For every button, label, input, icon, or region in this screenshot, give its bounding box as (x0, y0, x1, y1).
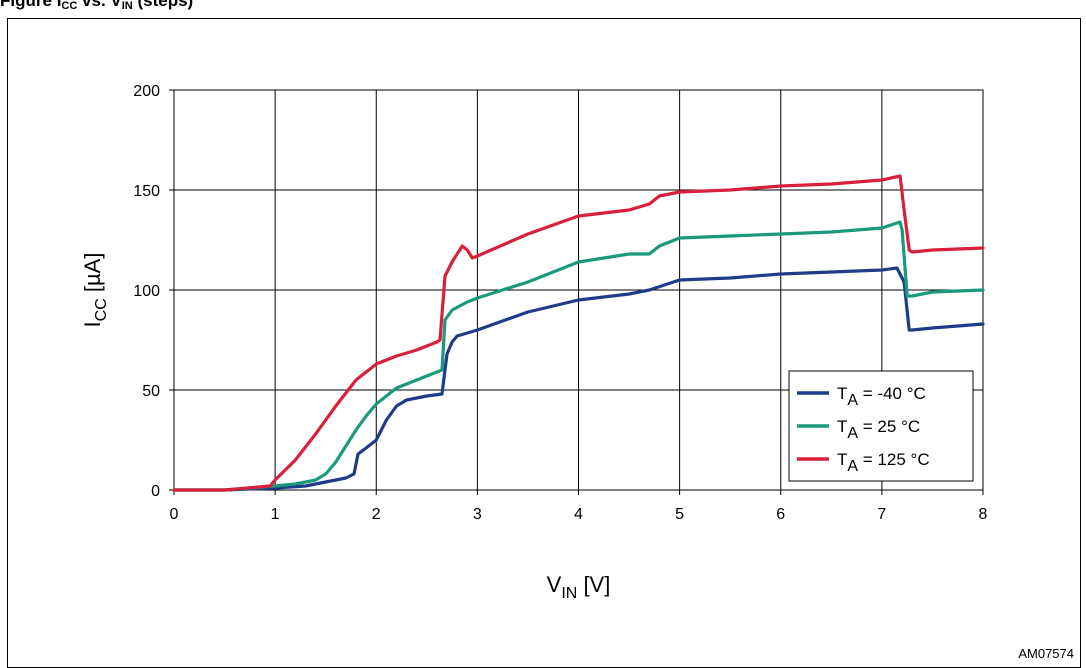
y-tick-label: 200 (133, 83, 160, 100)
figure-frame: 0 1 2 3 4 5 6 7 8 0 50 100 150 200 ICC [µA] VIN [V] T… (7, 18, 1081, 668)
x-axis-title: VIN [V] (547, 572, 611, 602)
series-lines (172, 174, 985, 492)
series-line-0 (172, 266, 985, 492)
x-tick-label: 6 (776, 506, 785, 523)
legend-label: TA = 125 °C (837, 450, 930, 475)
x-tick-label: 2 (372, 506, 381, 523)
y-tick-label: 0 (151, 483, 160, 500)
legend-label: TA = -40 °C (837, 384, 926, 409)
legend: TA = -40 °C TA = 25 °C TA = 125 °C (788, 370, 974, 482)
series-line-2 (172, 174, 985, 492)
line-chart: 0 1 2 3 4 5 6 7 8 0 50 100 150 200 ICC [µA] VIN [V] T… (80, 83, 988, 602)
x-tick-label: 8 (979, 506, 988, 523)
x-tick-label: 1 (271, 506, 280, 523)
x-tick-label: 7 (877, 506, 886, 523)
figure-code: AM07574 (1018, 646, 1074, 661)
x-tick-label: 4 (574, 506, 583, 523)
y-tick-label: 100 (133, 283, 160, 300)
figure-title: Figure ICC vs. VIN (steps) (0, 0, 194, 12)
grid (169, 89, 984, 495)
y-tick-label: 50 (142, 383, 160, 400)
legend-label: TA = 25 °C (837, 417, 920, 442)
x-tick-label: 5 (675, 506, 684, 523)
y-axis-title: ICC [µA] (80, 253, 110, 328)
x-tick-label: 3 (473, 506, 482, 523)
x-tick-label: 0 (170, 506, 179, 523)
tick-labels: 0 1 2 3 4 5 6 7 8 0 50 100 150 200 (133, 83, 987, 523)
y-tick-label: 150 (133, 183, 160, 200)
series-line-1 (172, 220, 985, 492)
